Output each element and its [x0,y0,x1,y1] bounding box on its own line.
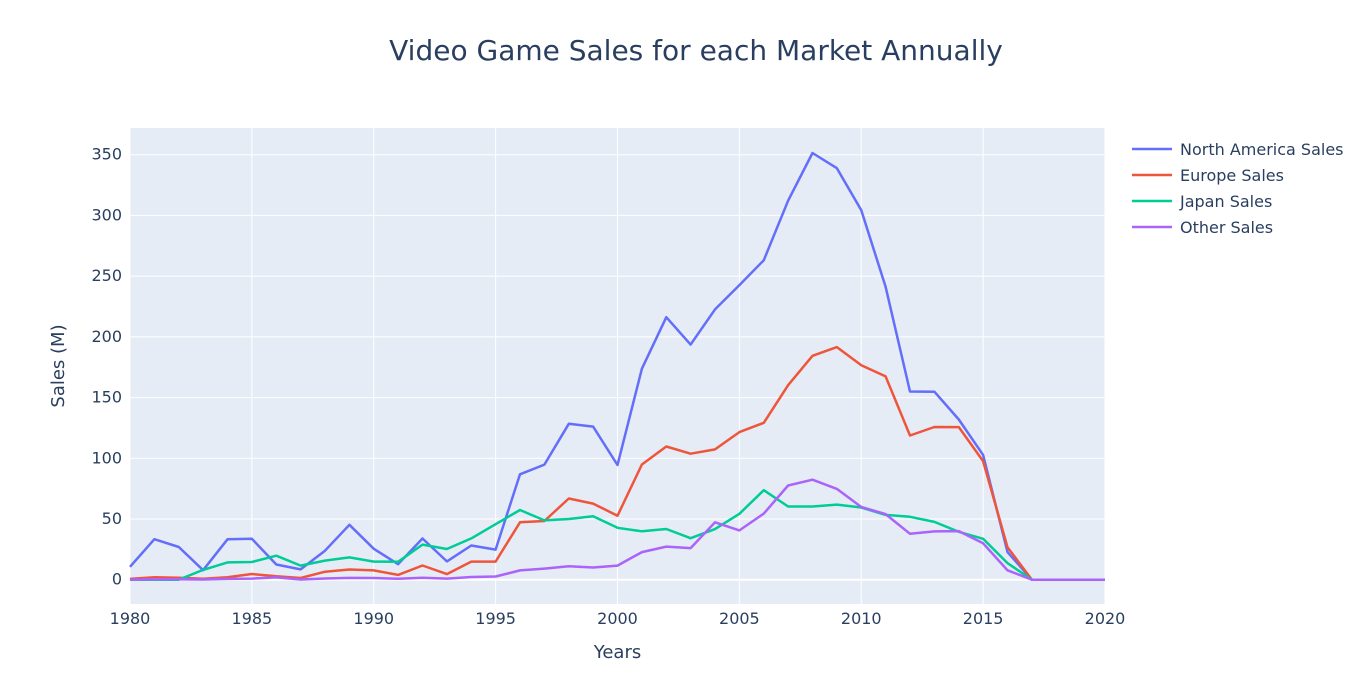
x-tick-label: 1990 [353,609,394,628]
x-axis-title: Years [593,642,642,663]
y-tick-label: 100 [91,448,122,467]
y-tick-label: 50 [102,509,122,528]
y-tick-label: 300 [91,205,122,224]
chart-title: Video Game Sales for each Market Annuall… [389,34,1003,67]
x-tick-label: 1980 [110,609,151,628]
legend-item[interactable]: Europe Sales [1132,166,1284,185]
y-tick-label: 0 [112,570,122,589]
y-tick-label: 250 [91,266,122,285]
series-line-1 [129,151,1105,581]
x-tick-label: 1985 [232,609,273,628]
legend-item[interactable]: Japan Sales [1132,192,1272,211]
y-axis-title: Sales (M) [48,324,69,407]
y-tick-label: 200 [91,327,122,346]
legend-item[interactable]: Other Sales [1132,218,1273,237]
x-tick-label: 1995 [475,609,516,628]
y-tick-label: 350 [91,145,122,164]
x-tick-label: 2005 [719,609,760,628]
legend: North America Sales Europe Sales Japan Sal… [1132,140,1344,237]
x-tick-label: 2020 [1085,609,1126,628]
axis-ticks: 1980 1985 1990 1995 2000 2005 2010 2015 2020 0 50 1… [91,145,1125,628]
x-tick-label: 2000 [597,609,638,628]
legend-label: North America Sales [1180,140,1344,159]
series-line-3 [130,488,1105,581]
series-line-4 [129,478,1105,581]
legend-label: Japan Sales [1179,192,1272,211]
legend-item[interactable]: North America Sales [1132,140,1344,159]
grid-lines [129,128,1106,604]
series-lines [129,151,1105,581]
x-tick-label: 2010 [841,609,882,628]
legend-label: Other Sales [1180,218,1273,237]
x-tick-label: 2015 [963,609,1004,628]
legend-label: Europe Sales [1180,166,1284,185]
y-tick-label: 150 [91,388,122,407]
